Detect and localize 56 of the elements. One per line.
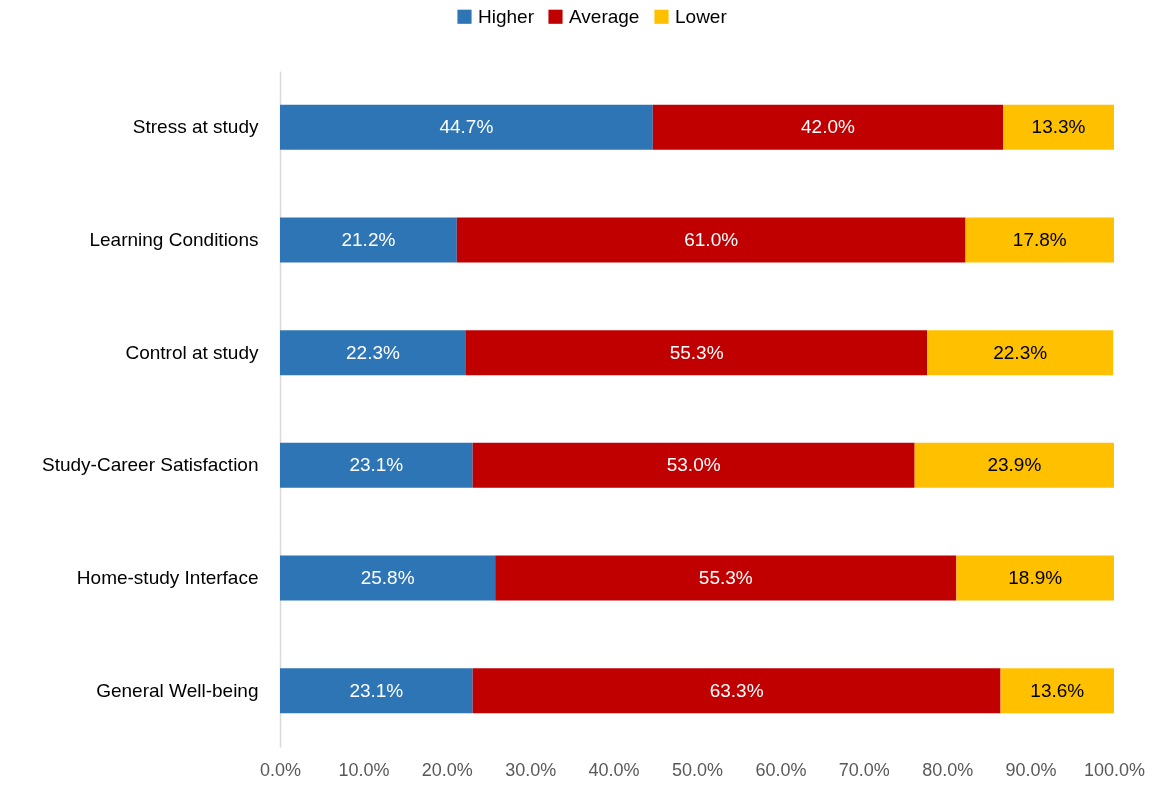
legend-label: Average [569, 5, 640, 27]
x-tick-label: 70.0% [838, 759, 890, 780]
data-label: 44.7% [439, 116, 494, 138]
x-tick-label: 60.0% [755, 759, 807, 780]
y-tick-label: Study-Career Satisfaction [42, 454, 259, 476]
data-label: 63.3% [709, 679, 764, 701]
x-tick-label: 80.0% [922, 759, 974, 780]
data-label: 22.3% [993, 341, 1048, 363]
x-tick-label: 40.0% [588, 759, 640, 780]
bar [652, 104, 1004, 150]
x-tick-label: 100.0% [1083, 759, 1146, 780]
bar [280, 217, 457, 263]
data-label: 55.3% [698, 567, 753, 588]
data-label: 23.1% [349, 454, 404, 476]
y-tick-label: Stress at study [132, 116, 259, 138]
data-label: 23.9% [987, 454, 1042, 476]
bar [927, 330, 1114, 376]
x-tick-label: 0.0% [259, 759, 302, 780]
y-tick-label: Learning Conditions [89, 229, 259, 250]
bar [465, 330, 928, 376]
bar [1000, 668, 1114, 714]
y-tick-label: Control at study [125, 341, 259, 363]
x-tick-label: 20.0% [421, 759, 473, 780]
bar [456, 217, 966, 263]
bar [472, 442, 915, 488]
data-label: 18.9% [1008, 567, 1063, 588]
bar [965, 217, 1114, 263]
bar [280, 330, 466, 376]
data-label: 13.3% [1031, 116, 1086, 138]
bar [280, 442, 473, 488]
y-tick-label: Home-study Interface [76, 567, 259, 588]
legend-label: Lower [675, 5, 728, 27]
bar [914, 442, 1114, 488]
data-label: 21.2% [341, 229, 396, 250]
data-label: 22.3% [346, 341, 401, 363]
bar [280, 555, 496, 601]
data-label: 13.6% [1030, 679, 1085, 701]
data-label: 42.0% [801, 116, 855, 138]
data-label: 61.0% [684, 229, 739, 250]
x-tick-label: 10.0% [338, 759, 390, 780]
data-label: 23.1% [349, 679, 404, 701]
data-label: 55.3% [669, 341, 724, 363]
bar [472, 668, 1001, 714]
bar [956, 555, 1114, 601]
bar [495, 555, 957, 601]
bar [280, 668, 473, 714]
x-tick-label: 30.0% [505, 759, 557, 780]
x-tick-label: 50.0% [671, 759, 724, 780]
legend-label: Higher [478, 5, 535, 27]
x-tick-label: 90.0% [1005, 759, 1057, 780]
bar [1003, 104, 1114, 150]
bar [280, 104, 653, 150]
y-tick-label: General Well-being [96, 679, 259, 701]
data-label: 17.8% [1012, 229, 1067, 250]
data-label: 25.8% [360, 567, 415, 588]
data-label: 53.0% [666, 454, 721, 476]
